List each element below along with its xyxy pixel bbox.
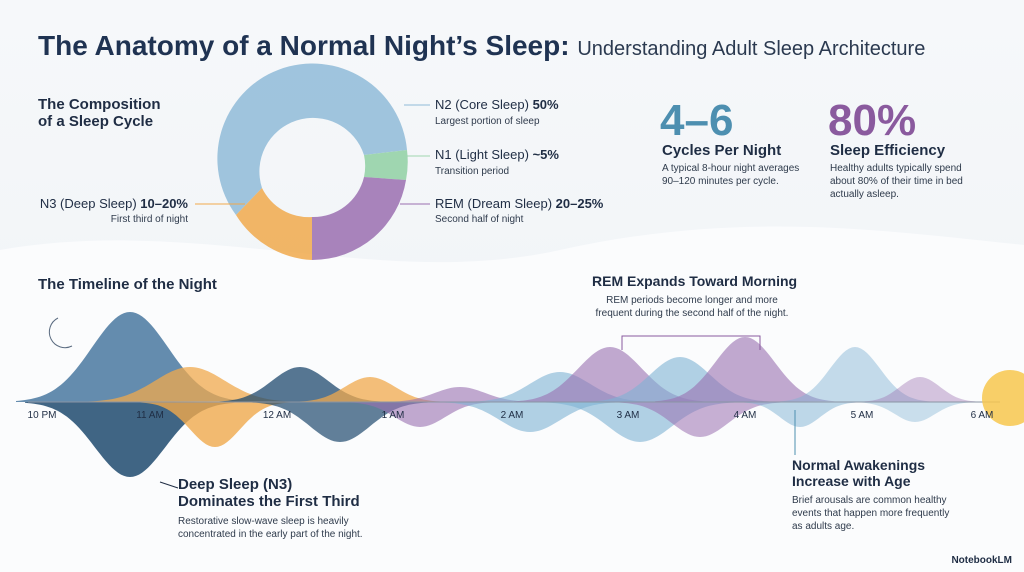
stage-name: N1 (Light Sleep): [435, 147, 529, 162]
stat-value: 4–6: [660, 96, 734, 145]
donut-segment-n2: [217, 63, 407, 216]
callout-title: Deep Sleep (N3) Dominates the First Thir…: [178, 476, 360, 510]
wave: [860, 377, 980, 402]
wave: [250, 402, 430, 442]
stat-note: Healthy adults typically spend about 80%…: [830, 163, 963, 200]
section-title: The Timeline of the Night: [38, 276, 217, 293]
time-tick-label: 4 AM: [733, 410, 757, 421]
donut-segment-rem: [312, 177, 406, 261]
stage-label: N3 (Deep Sleep) 10–20%: [40, 196, 188, 211]
wave: [616, 402, 784, 437]
wave: [855, 402, 975, 422]
wave: [780, 347, 930, 402]
callout-title: Normal Awakenings Increase with Age: [792, 457, 926, 489]
stage-share: ~5%: [532, 147, 559, 162]
callout-note: Brief arousals are common healthy events…: [792, 495, 950, 532]
wave: [345, 402, 495, 427]
sleep-waves: [16, 312, 980, 477]
time-tick-label: 1 AM: [381, 410, 405, 421]
time-tick-label: 6 AM: [970, 410, 994, 421]
stat-label: Cycles Per Night: [662, 142, 782, 159]
moon: [48, 317, 73, 349]
sun: [982, 370, 1024, 426]
wave: [440, 402, 620, 432]
time-tick-label: 3 AM: [616, 410, 640, 421]
stage-name: REM (Dream Sleep): [435, 196, 553, 211]
time-tick-label: 5 AM: [850, 410, 874, 421]
wave: [140, 402, 290, 447]
callout-line: [159, 481, 179, 489]
callout-bracket: [621, 335, 761, 350]
wave: [740, 402, 860, 427]
time-tick-label: 11 AM: [136, 410, 164, 421]
section-title: The Composition of a Sleep Cycle: [38, 96, 161, 130]
stat-note: A typical 8-hour night averages 90–120 m…: [662, 163, 800, 187]
stage-label: N2 (Core Sleep) 50%: [435, 97, 559, 112]
donut-segment-n3: [236, 188, 312, 260]
stage-note: Second half of night: [435, 214, 524, 225]
stage-note: Largest portion of sleep: [435, 116, 540, 127]
stage-label: REM (Dream Sleep) 20–25%: [435, 196, 603, 211]
stage-name: N2 (Core Sleep): [435, 97, 529, 112]
time-tick-label: 12 AM: [262, 410, 292, 421]
stage-name: N3 (Deep Sleep): [39, 196, 137, 211]
stage-share: 10–20%: [140, 196, 188, 211]
wave: [655, 337, 835, 402]
stage-note: First third of night: [110, 214, 188, 225]
brand: NotebookLM: [951, 555, 1012, 566]
time-tick-label: 2 AM: [500, 410, 524, 421]
stage-note: Transition period: [435, 166, 510, 177]
wave: [385, 387, 535, 402]
time-tick-label: 10 PM: [27, 410, 57, 421]
title: The Anatomy of a Normal Night’s Sleep: U…: [38, 30, 925, 62]
stage-share: 50%: [532, 97, 559, 112]
stat-label: Sleep Efficiency: [830, 142, 946, 159]
callout-note: REM periods become longer and more frequ…: [595, 295, 789, 319]
wave: [85, 367, 295, 402]
wave: [295, 377, 445, 402]
donut-segment-n1: [364, 150, 408, 180]
subtitle: Understanding Adult Sleep Architecture: [577, 38, 926, 60]
stage-label: N1 (Light Sleep) ~5%: [435, 147, 559, 162]
stage-share: 20–25%: [555, 196, 604, 211]
callout-title: REM Expands Toward Morning: [592, 273, 798, 289]
stat-value: 80%: [828, 96, 917, 145]
callout-note: Restorative slow-wave sleep is heavily c…: [178, 516, 363, 540]
donut: [195, 63, 430, 261]
title-main: The Anatomy of a Normal Night’s Sleep:: [38, 30, 570, 61]
